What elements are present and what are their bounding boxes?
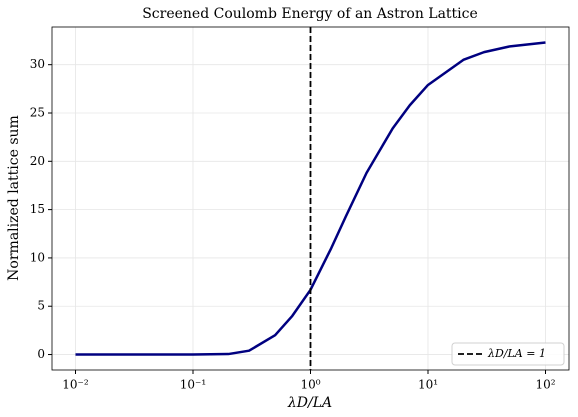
plot-frame bbox=[51, 26, 570, 371]
y-tick-label: 25 bbox=[30, 105, 45, 119]
x-tick-label: 10⁰ bbox=[300, 378, 320, 392]
y-tick-label: 0 bbox=[37, 347, 45, 361]
x-tick-label: 10⁻² bbox=[62, 378, 89, 392]
legend-label: λD/LA = 1 bbox=[487, 347, 546, 360]
x-axis-label: λD/LA bbox=[287, 395, 332, 411]
y-tick-label: 15 bbox=[30, 202, 45, 216]
y-tick-label: 10 bbox=[30, 250, 45, 264]
y-axis-label: Normalized lattice sum bbox=[6, 115, 22, 281]
chart-title: Screened Coulomb Energy of an Astron Lat… bbox=[142, 6, 478, 22]
y-tick-label: 20 bbox=[30, 154, 45, 168]
line-series bbox=[75, 41, 546, 356]
y-tick-label: 30 bbox=[30, 57, 45, 71]
x-tick-label: 10¹ bbox=[418, 378, 438, 392]
legend-box bbox=[451, 342, 565, 366]
y-tick-label: 5 bbox=[37, 299, 45, 313]
x-tick-label: 10⁻¹ bbox=[180, 378, 206, 392]
x-tick-label: 10² bbox=[535, 378, 555, 392]
